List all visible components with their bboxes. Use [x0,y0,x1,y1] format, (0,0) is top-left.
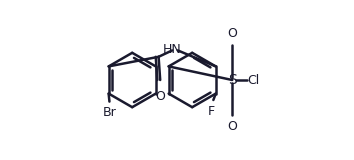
Text: HN: HN [163,43,182,56]
Text: O: O [227,120,237,133]
Text: Cl: Cl [247,73,259,87]
Text: O: O [227,27,237,40]
Text: O: O [155,90,165,103]
Text: S: S [228,73,236,87]
Text: Br: Br [103,106,116,119]
Text: F: F [208,105,215,118]
